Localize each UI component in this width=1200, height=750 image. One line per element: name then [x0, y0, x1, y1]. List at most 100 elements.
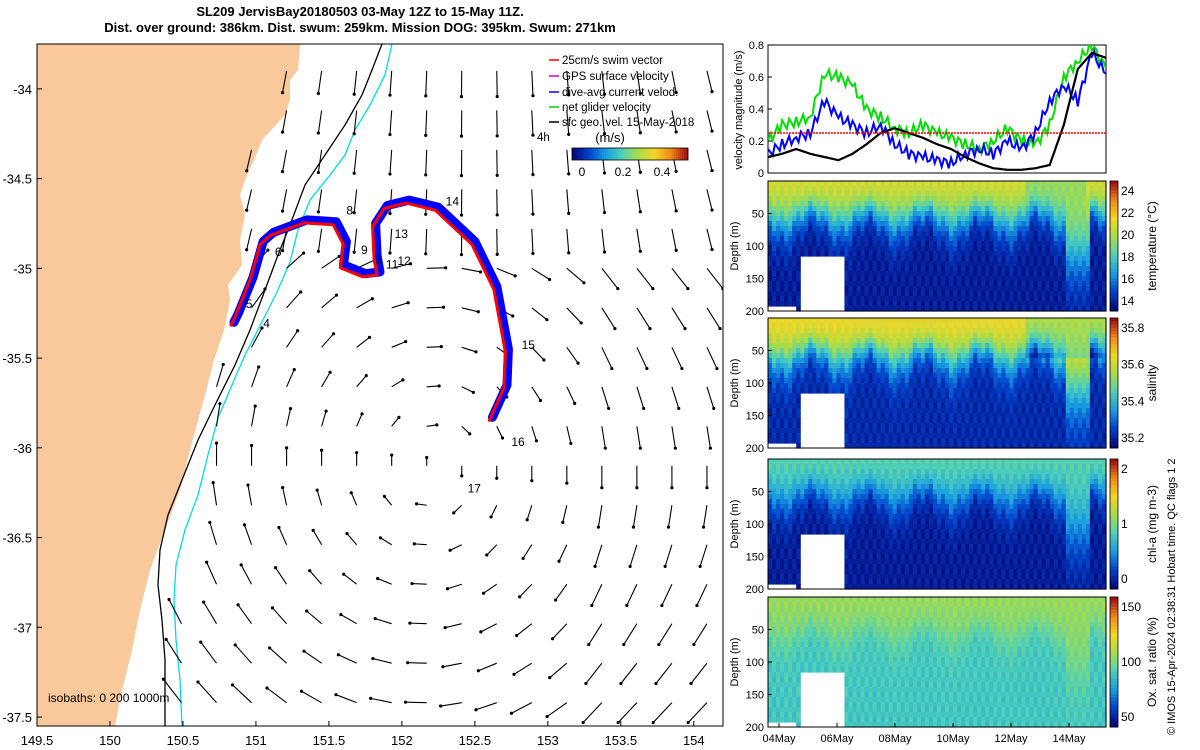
section-cell — [945, 226, 950, 232]
section-cell — [981, 383, 986, 389]
section-cell — [1049, 408, 1055, 414]
isobath-1000m — [157, 44, 383, 726]
section-cell — [876, 323, 882, 329]
section-cell — [937, 378, 942, 384]
section-cell — [840, 236, 846, 242]
section-cell — [1045, 226, 1051, 232]
section-cell — [800, 348, 805, 354]
section-cell — [1021, 261, 1027, 267]
section-cell — [1077, 226, 1083, 232]
section-cell — [1041, 196, 1047, 202]
section-cell — [969, 226, 974, 232]
section-cell — [840, 226, 846, 232]
section-cell — [965, 428, 970, 434]
section-cell — [985, 353, 990, 359]
section-cell — [780, 266, 785, 272]
section-cell — [1097, 251, 1103, 257]
section-cell — [804, 181, 809, 187]
section-cell — [868, 428, 874, 434]
section-cell — [1077, 358, 1083, 364]
section-cell — [977, 296, 982, 302]
current-vector-head — [328, 370, 332, 374]
section-cell — [916, 226, 922, 232]
section-cell — [1065, 318, 1071, 324]
section-cell — [772, 373, 777, 379]
section-cell — [1077, 201, 1083, 207]
section-cell — [981, 343, 986, 349]
section-cell — [816, 363, 821, 369]
section-cell — [916, 378, 922, 384]
section-cell — [880, 363, 886, 369]
section-cell — [985, 281, 990, 287]
section-cell — [812, 348, 817, 354]
section-colorbar-cell — [1110, 431, 1118, 436]
section-cell — [997, 423, 1002, 429]
section-cell — [941, 186, 946, 192]
section-cell — [1033, 186, 1039, 192]
section-cell — [852, 281, 858, 287]
section-cell — [912, 443, 918, 449]
section-cell — [1005, 438, 1011, 444]
current-vector-head — [511, 314, 515, 318]
section-cell — [957, 196, 962, 202]
section-cell — [1089, 323, 1095, 329]
section-cell — [820, 388, 825, 394]
section-cell — [836, 323, 842, 329]
section-cell — [1013, 418, 1019, 424]
section-cell — [985, 296, 990, 302]
section-cell — [981, 296, 986, 302]
section-cell — [772, 301, 777, 307]
section-cell — [900, 403, 906, 409]
section-cell — [856, 408, 862, 414]
section-cell — [912, 276, 918, 282]
section-cell — [985, 438, 990, 444]
section-cell — [1017, 318, 1023, 324]
section-cell — [965, 438, 970, 444]
section-cell — [1081, 383, 1087, 389]
section-cell — [892, 196, 898, 202]
map-colorbar-cell — [610, 148, 613, 160]
section-cell — [1057, 266, 1063, 272]
section-cell — [924, 256, 930, 262]
section-cell — [993, 226, 998, 232]
section-cell — [928, 181, 934, 187]
section-cell — [788, 231, 793, 237]
section-cell — [1033, 306, 1039, 312]
current-vector — [165, 639, 182, 664]
section-cell — [1081, 231, 1087, 237]
current-vector-head — [495, 173, 499, 178]
section-cell — [892, 408, 898, 414]
section-cell — [900, 443, 906, 449]
current-vector — [483, 583, 498, 594]
section-cell — [792, 296, 797, 302]
section-cell — [969, 181, 974, 187]
section-cell — [961, 191, 966, 197]
map-ytick-label: -36.5 — [2, 531, 32, 546]
section-cell — [1045, 236, 1051, 242]
section-cell — [800, 186, 805, 192]
section-cell — [1017, 181, 1023, 187]
section-cell — [1097, 281, 1103, 287]
section-cell — [912, 368, 918, 374]
section-cell — [1009, 276, 1015, 282]
section-cell — [1073, 353, 1079, 359]
current-vector — [636, 189, 641, 212]
section-cell — [957, 261, 962, 267]
section-cell — [896, 301, 902, 307]
section-cell — [868, 408, 874, 414]
section-cell — [1009, 373, 1015, 379]
current-vector-head — [342, 572, 346, 576]
current-vector-head — [603, 446, 607, 450]
current-vector — [317, 149, 323, 173]
section-cell — [977, 318, 982, 324]
section-cell — [872, 281, 878, 287]
section-cell — [1009, 206, 1015, 212]
section-cell — [780, 499, 785, 505]
section-cell — [928, 378, 934, 384]
section-cell — [1049, 231, 1055, 237]
current-vector-head — [459, 134, 464, 138]
section-cell — [1041, 403, 1047, 409]
section-cell — [872, 323, 878, 329]
section-cell — [864, 266, 870, 272]
section-cell — [772, 358, 777, 364]
